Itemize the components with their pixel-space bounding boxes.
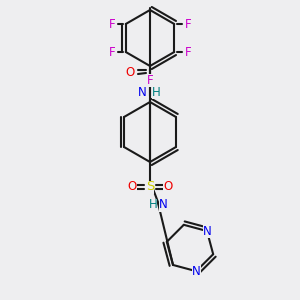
Text: O: O [128,181,136,194]
Text: F: F [185,17,192,31]
Text: F: F [185,46,192,59]
Text: N: N [202,224,211,238]
Text: N: N [138,85,146,98]
Text: O: O [125,65,135,79]
Text: N: N [192,265,201,278]
Text: H: H [148,199,158,212]
Text: H: H [152,85,160,98]
Text: F: F [147,74,153,86]
Text: N: N [159,199,167,212]
Text: O: O [164,181,172,194]
Text: S: S [146,181,154,194]
Text: F: F [108,17,115,31]
Text: F: F [108,46,115,59]
